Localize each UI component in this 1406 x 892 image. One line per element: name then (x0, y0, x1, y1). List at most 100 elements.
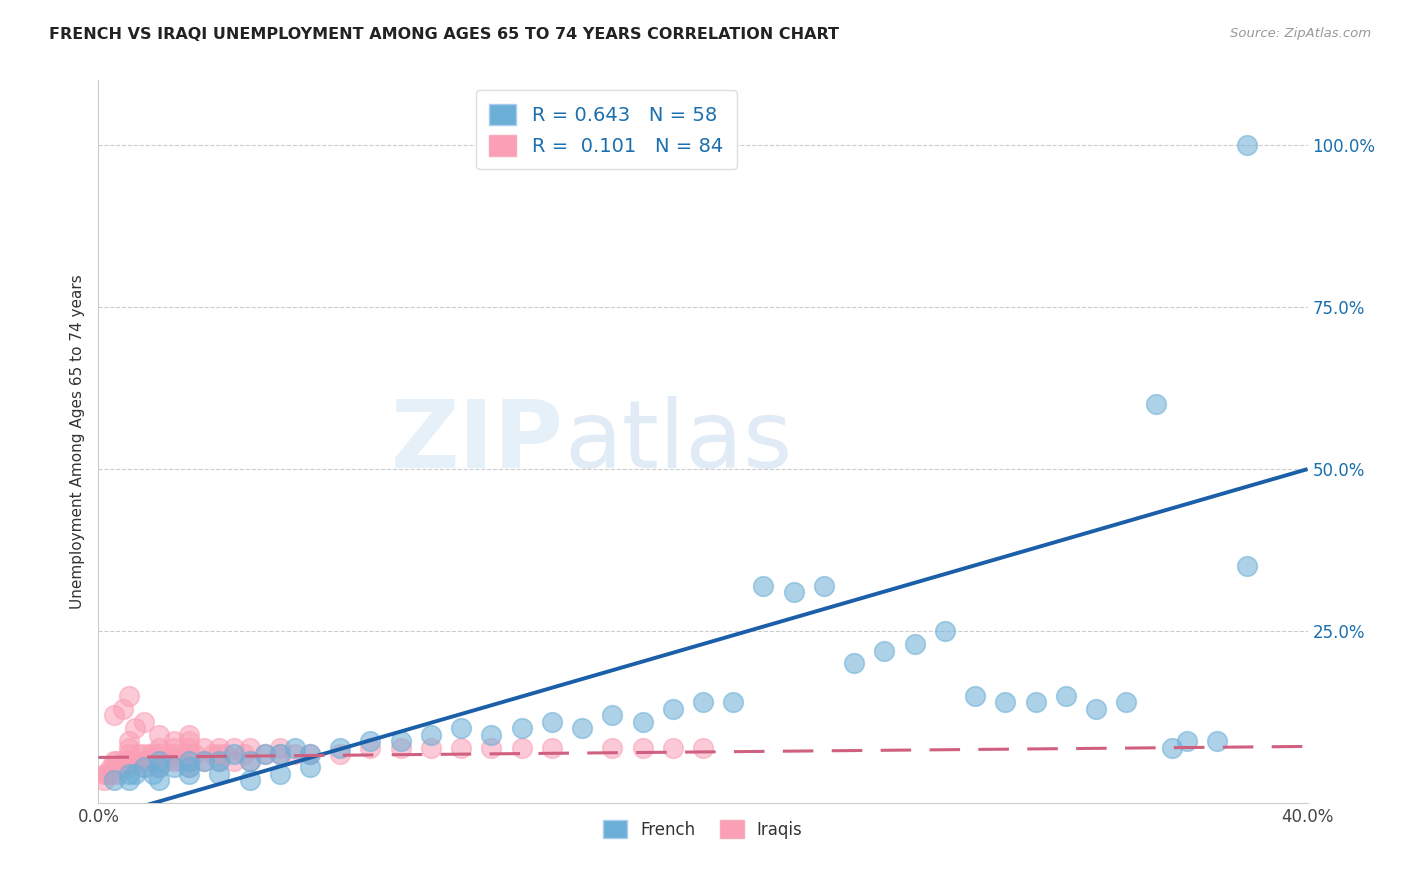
Point (232, 747, 254, 762)
Point (208, 754, 231, 768)
Point (239, 773, 262, 788)
Point (179, 766, 201, 780)
Point (124, 754, 146, 768)
Point (934, 624, 956, 638)
Point (103, 773, 125, 788)
Point (1160, 740, 1182, 755)
Point (148, 754, 170, 768)
Point (124, 766, 146, 780)
Point (118, 760, 141, 774)
Point (103, 708, 125, 723)
Legend: French, Iraqis: French, Iraqis (593, 810, 813, 848)
Point (132, 714, 155, 729)
Point (1144, 397, 1167, 411)
Point (631, 714, 654, 729)
Point (389, 740, 412, 755)
Point (118, 747, 141, 762)
Point (224, 754, 246, 768)
Point (239, 740, 262, 755)
Point (602, 740, 624, 755)
Point (1236, 138, 1258, 153)
Point (253, 747, 276, 762)
Point (269, 766, 291, 780)
Point (179, 728, 201, 742)
Point (1054, 689, 1077, 703)
Point (127, 747, 149, 762)
Point (148, 773, 170, 788)
Point (111, 760, 134, 774)
Point (1085, 702, 1108, 716)
Point (193, 740, 215, 755)
Point (148, 760, 170, 774)
Point (208, 740, 231, 755)
Point (284, 740, 307, 755)
Point (253, 747, 276, 762)
Point (692, 740, 714, 755)
Point (420, 728, 443, 742)
Point (540, 740, 562, 755)
Point (269, 740, 291, 755)
Point (510, 721, 533, 735)
Point (100, 766, 122, 780)
Text: Source: ZipAtlas.com: Source: ZipAtlas.com (1230, 27, 1371, 40)
Point (661, 702, 683, 716)
Point (172, 747, 194, 762)
Point (239, 754, 262, 768)
Point (481, 740, 503, 755)
Text: atlas: atlas (564, 395, 792, 488)
Point (100, 760, 122, 774)
Point (692, 695, 714, 709)
Point (179, 747, 201, 762)
Point (1115, 695, 1137, 709)
Point (179, 760, 201, 774)
Point (224, 747, 246, 762)
Point (118, 754, 141, 768)
Point (148, 740, 170, 755)
Point (96, 766, 118, 780)
Point (239, 754, 262, 768)
Point (1024, 695, 1046, 709)
Point (111, 760, 134, 774)
Point (142, 754, 165, 768)
Point (224, 740, 246, 755)
Point (163, 747, 186, 762)
Point (752, 579, 775, 593)
Point (163, 734, 186, 748)
Point (108, 760, 131, 774)
Point (153, 754, 176, 768)
Point (965, 689, 987, 703)
Point (132, 754, 155, 768)
Point (93, 766, 115, 780)
Point (208, 766, 231, 780)
Point (269, 747, 291, 762)
Point (179, 734, 201, 748)
Point (132, 760, 155, 774)
Point (813, 579, 835, 593)
Point (184, 747, 207, 762)
Point (571, 721, 593, 735)
Point (540, 714, 562, 729)
Point (103, 754, 125, 768)
Point (148, 754, 170, 768)
Point (179, 754, 201, 768)
Point (111, 702, 134, 716)
Point (118, 766, 141, 780)
Point (389, 734, 412, 748)
Point (93, 773, 115, 788)
Point (132, 747, 155, 762)
Point (148, 728, 170, 742)
Point (631, 740, 654, 755)
Point (163, 754, 186, 768)
Point (118, 734, 141, 748)
Point (124, 721, 146, 735)
Point (208, 747, 231, 762)
Text: ZIP: ZIP (391, 395, 564, 488)
Point (450, 721, 472, 735)
Point (723, 695, 745, 709)
Point (135, 754, 157, 768)
Point (214, 747, 236, 762)
Point (450, 740, 472, 755)
Point (139, 747, 162, 762)
Point (994, 695, 1017, 709)
Point (360, 740, 382, 755)
